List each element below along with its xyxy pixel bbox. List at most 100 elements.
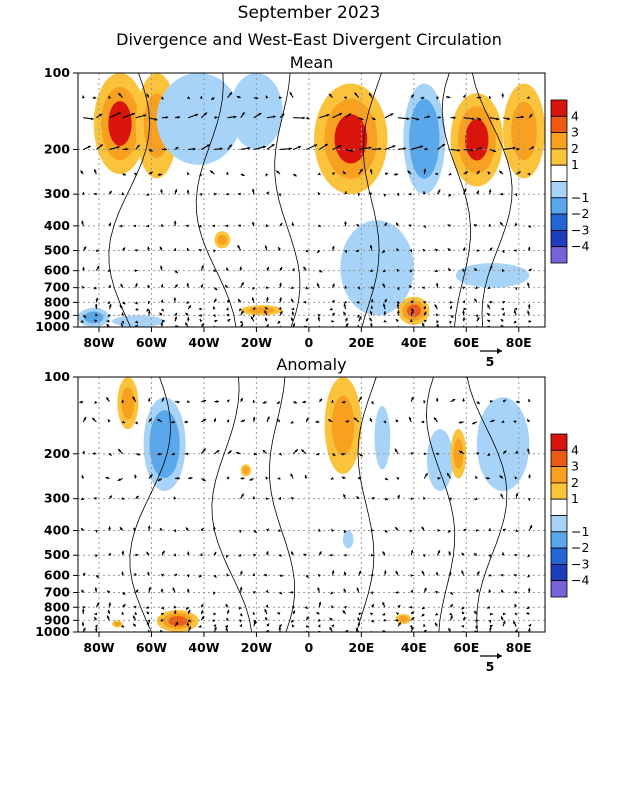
wind-vector-head — [360, 117, 364, 121]
wind-vector-head — [106, 323, 110, 327]
divergence-shading — [431, 440, 449, 480]
wind-vector-head — [458, 420, 462, 424]
wind-vector-head — [214, 626, 217, 630]
wind-vector-head — [472, 421, 476, 425]
wind-vector-head — [331, 300, 335, 304]
wind-vector-head — [478, 117, 482, 121]
wind-vector-head — [239, 570, 243, 574]
plot-frame — [77, 72, 546, 328]
wind-vector-head — [396, 310, 400, 314]
wind-vector-head — [434, 269, 438, 273]
wind-vector-head — [410, 307, 414, 311]
wind-vector-head — [107, 313, 111, 317]
wind-vector-head — [173, 610, 177, 614]
wind-vector-head — [382, 269, 386, 272]
wind-vector-head — [174, 189, 178, 193]
wind-vector-head — [154, 117, 158, 121]
wind-vector-head — [264, 310, 267, 314]
wind-vector-head — [526, 96, 530, 99]
y-tick-label: 1000 — [35, 319, 70, 334]
wind-vector-head — [423, 320, 427, 323]
contour-line — [466, 377, 508, 632]
wind-vector-head — [355, 628, 359, 632]
wind-vector-head — [331, 624, 335, 628]
wind-vector-head — [148, 418, 152, 422]
wind-vector-head — [317, 172, 321, 176]
wind-vector-head — [396, 269, 400, 273]
wind-vector-head — [214, 287, 218, 291]
wind-vector-head — [317, 587, 321, 591]
wind-vector-head — [290, 473, 294, 477]
wind-vector-head — [278, 553, 282, 557]
x-tick-label: 40E — [401, 640, 427, 655]
wind-vector-head — [489, 247, 493, 251]
wind-vector-head — [421, 570, 425, 574]
wind-vector-head — [489, 301, 493, 304]
colorbar-label: 3 — [571, 125, 579, 140]
wind-vector-head — [122, 420, 126, 424]
wind-vector-head — [238, 553, 242, 557]
x-tick-label: 80W — [83, 335, 114, 350]
wind-vector-head — [410, 269, 413, 273]
wind-vector-head — [173, 496, 177, 500]
colorbar-swatch — [550, 466, 568, 484]
wind-vector-head — [271, 144, 275, 147]
wind-vector-head — [410, 94, 414, 98]
wind-vector-head — [146, 621, 150, 625]
wind-vector-head — [356, 496, 360, 500]
wind-vector-head — [329, 553, 333, 557]
wind-vector-head — [213, 306, 216, 310]
wind-vector-head — [174, 316, 178, 320]
wind-vector-head — [90, 117, 94, 121]
wind-vector-head — [474, 298, 477, 302]
wind-vector-head — [279, 311, 283, 315]
wind-vector-head — [513, 621, 516, 625]
wind-vector-head — [134, 612, 138, 615]
colorbar-swatch — [550, 229, 568, 248]
wind-vector-head — [527, 282, 530, 286]
wind-vector-head — [81, 266, 85, 270]
colorbar-label: −2 — [571, 540, 589, 555]
wind-vector-head — [238, 298, 241, 302]
wind-vector-head — [369, 310, 373, 314]
wind-vector-head — [213, 574, 217, 578]
y-tick-label: 800 — [44, 599, 70, 614]
wind-vector-head — [358, 316, 362, 320]
y-tick-label: 700 — [44, 280, 70, 295]
wind-vector-head — [238, 606, 242, 610]
y-tick-label: 600 — [44, 567, 70, 582]
wind-vector-head — [199, 96, 203, 100]
wind-vector-head — [146, 611, 150, 615]
wind-vector-head — [147, 246, 151, 250]
wind-vector-head — [293, 173, 297, 177]
wind-vector-head — [107, 269, 111, 272]
wind-vector-head — [427, 115, 431, 119]
wind-vector-head — [201, 323, 204, 327]
wind-vector-head — [291, 619, 294, 623]
wind-vector-head — [382, 612, 386, 616]
wind-vector-head — [317, 624, 321, 628]
wind-vector-head — [332, 452, 336, 456]
wind-vector-head — [434, 248, 438, 252]
wind-vector-head — [108, 304, 112, 307]
wind-vector-head — [292, 624, 295, 628]
wind-vector-head — [422, 400, 426, 404]
wind-vector-head — [174, 270, 178, 274]
wind-vector-head — [305, 249, 309, 253]
divergence-shading — [469, 267, 516, 283]
wind-vector-head — [474, 610, 477, 614]
wind-vector-head — [370, 299, 374, 303]
wind-vector-head — [370, 619, 374, 623]
anomaly-panel: Anomaly 80W 60W 40W 20W 0 20E 40E 60E 80E 100 200 30… — [35, 355, 589, 674]
wind-vector-head — [212, 224, 216, 228]
wind-vector-head — [303, 553, 307, 557]
wind-vector-head — [119, 304, 123, 308]
wind-vector-head — [390, 113, 394, 116]
wind-vector-head — [133, 224, 137, 228]
wind-vector-head — [514, 574, 518, 577]
wind-vector-head — [228, 450, 232, 454]
wind-vector-head — [488, 223, 492, 227]
wind-vector-head — [252, 496, 256, 500]
wind-vector-head — [528, 474, 531, 478]
wind-vector-head — [500, 574, 504, 577]
